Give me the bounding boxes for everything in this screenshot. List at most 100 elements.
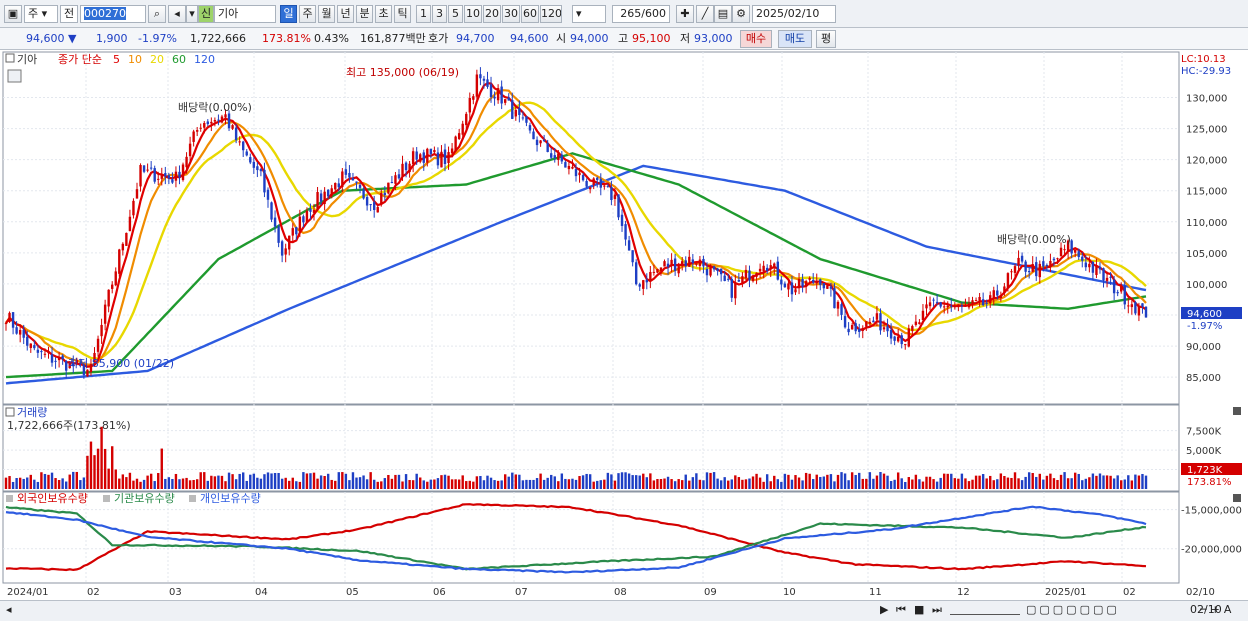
candle-body — [447, 152, 450, 164]
volume-bar — [826, 474, 829, 489]
minute-button-30[interactable]: 30 — [502, 5, 520, 23]
candle-body — [167, 175, 171, 179]
calculator-icon[interactable] — [7, 69, 22, 83]
close-holdings-icon[interactable] — [1233, 494, 1241, 502]
legend-ma-title: 종가 단순 — [58, 53, 102, 66]
candle-body — [341, 171, 344, 188]
volume-bar — [312, 472, 316, 489]
candle-body — [36, 349, 40, 353]
minute-button-10[interactable]: 10 — [464, 5, 482, 23]
volume-bar — [390, 478, 394, 489]
candle-body — [351, 178, 355, 181]
stop-icon[interactable]: ■ — [914, 603, 925, 616]
chart-type-select[interactable]: ▾ — [572, 5, 606, 23]
date-field[interactable]: 2025/02/10 — [752, 5, 836, 23]
volume-bar — [149, 473, 153, 489]
period-button-1[interactable]: 주 — [299, 5, 316, 23]
candle-body — [482, 78, 486, 81]
stock-name-field[interactable]: 기아 — [214, 5, 276, 23]
volume-bar — [868, 472, 872, 489]
candle-body — [773, 263, 776, 268]
zoom-controls-icon[interactable]: ─+A — [1200, 603, 1236, 616]
volume-bar — [815, 474, 818, 489]
search-icon[interactable]: ⌕ — [148, 5, 166, 23]
close-volume-icon[interactable] — [1233, 407, 1241, 415]
candle-body — [323, 191, 326, 204]
dividend-marker-1: 배당락(0.00%) — [178, 101, 252, 114]
volume-bar — [822, 476, 826, 489]
period-button-3[interactable]: 년 — [337, 5, 354, 23]
play-icon[interactable]: ▶ — [880, 603, 889, 616]
chevron-down-icon[interactable]: ▾ — [186, 5, 198, 23]
draw-tool-icon[interactable]: ╱ — [696, 5, 714, 23]
layout-icon[interactable]: ▣ — [4, 5, 22, 23]
candle-body — [652, 271, 656, 273]
volume-bar — [996, 479, 999, 489]
sell-button[interactable]: 매도 — [778, 30, 812, 48]
candle-body — [43, 353, 47, 355]
candle-body — [213, 120, 217, 122]
zoom-slider[interactable] — [950, 605, 1020, 615]
period-button-5[interactable]: 초 — [375, 5, 392, 23]
crosshair-icon[interactable]: ✚ — [676, 5, 694, 23]
count-field[interactable]: 265/600 — [612, 5, 670, 23]
scroll-bar[interactable]: ◂ ▶ ⏮ ■ ⏭ ▢▢▢▢▢▢▢ 02/10 ─+A — [0, 600, 1248, 621]
candle-body — [309, 208, 312, 212]
candle-body — [514, 109, 518, 117]
holdings-panel-frame — [2, 491, 1180, 584]
gear-icon[interactable]: ⚙ — [732, 5, 750, 23]
candles — [4, 67, 1148, 379]
stock-chart[interactable]: 85,00090,00095,000100,000105,000110,0001… — [0, 50, 1248, 600]
scope-button[interactable]: 전 — [60, 5, 78, 23]
minute-button-60[interactable]: 60 — [521, 5, 539, 23]
candle-body — [804, 281, 808, 287]
candle-body — [836, 301, 840, 309]
volume-bar — [380, 481, 383, 489]
type-select[interactable]: 주 ▾ — [24, 5, 58, 23]
minute-button-20[interactable]: 20 — [483, 5, 501, 23]
candle-body — [1031, 264, 1034, 272]
candle-body — [879, 313, 882, 331]
candle-body — [210, 121, 213, 124]
volume-toggle-icon[interactable] — [5, 407, 15, 417]
volume-bar — [450, 479, 454, 489]
holdings-legend-2: 개인보유수량 — [200, 492, 261, 505]
period-button-2[interactable]: 월 — [318, 5, 335, 23]
ma20-line — [5, 101, 1147, 360]
forward-icon[interactable]: ⏭ — [932, 603, 942, 616]
candle-body — [996, 290, 999, 296]
candle-body — [302, 216, 305, 223]
candle-body — [532, 131, 535, 140]
scroll-left-icon[interactable]: ◂ — [6, 603, 12, 616]
volume-bar — [596, 480, 599, 489]
candle-body — [911, 326, 914, 331]
candle-body — [939, 302, 942, 307]
candle-body — [54, 360, 57, 362]
code-input[interactable]: 000270 — [80, 5, 146, 23]
panel-toggle-icon[interactable] — [5, 53, 15, 63]
volume-bar — [341, 472, 344, 489]
period-button-0[interactable]: 일 — [280, 5, 297, 23]
minute-button-5[interactable]: 5 — [448, 5, 463, 23]
candle-body — [475, 74, 479, 97]
period-button-6[interactable]: 틱 — [394, 5, 411, 23]
minute-button-3[interactable]: 3 — [432, 5, 447, 23]
buy-button[interactable]: 매수 — [740, 30, 772, 48]
volume-bar — [64, 481, 68, 489]
zoom-icons[interactable]: ▢▢▢▢▢▢▢ — [1026, 603, 1120, 616]
rewind-icon[interactable]: ⏮ — [896, 603, 906, 616]
speaker-icon[interactable]: ◂ — [168, 5, 186, 23]
candle-body — [89, 364, 93, 372]
save-icon[interactable]: ▤ — [714, 5, 732, 23]
open-value: 94,000 — [570, 32, 609, 45]
volume-bar — [812, 479, 815, 489]
minute-button-1[interactable]: 1 — [416, 5, 431, 23]
period-button-4[interactable]: 분 — [356, 5, 373, 23]
volume-bar — [355, 477, 358, 489]
volume-bar — [142, 479, 146, 489]
x-tick-label: 09 — [704, 587, 717, 598]
candle-body — [904, 344, 907, 346]
x-tick-label: 06 — [433, 587, 446, 598]
minute-button-120[interactable]: 120 — [540, 5, 562, 23]
eval-button[interactable]: 평 — [816, 30, 836, 48]
